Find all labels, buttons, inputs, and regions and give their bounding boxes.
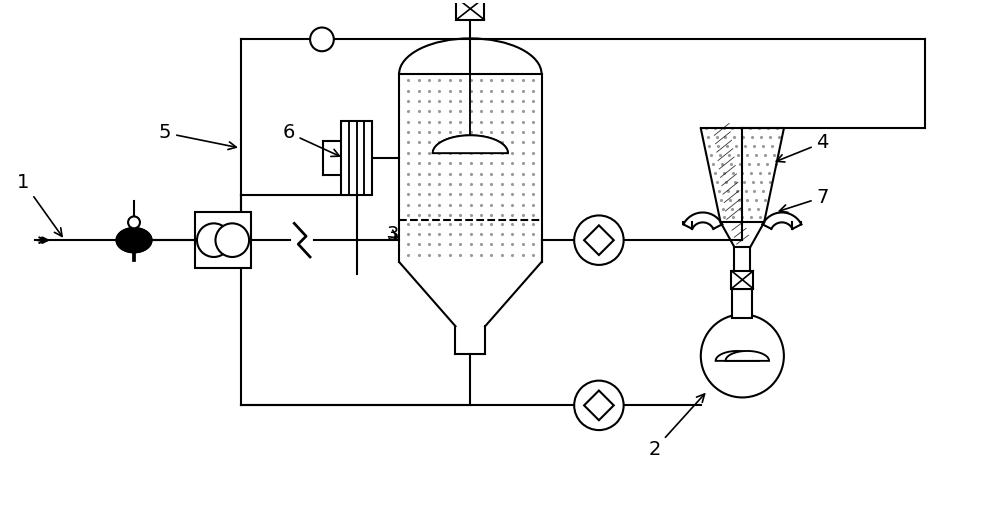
Bar xyxy=(341,121,372,195)
Text: 4: 4 xyxy=(776,133,829,162)
Bar xyxy=(195,212,251,268)
Text: 1: 1 xyxy=(17,173,62,237)
Circle shape xyxy=(574,380,624,430)
Text: 3: 3 xyxy=(386,225,399,244)
Circle shape xyxy=(310,28,334,51)
Polygon shape xyxy=(116,228,152,240)
Text: 6: 6 xyxy=(282,123,339,157)
Bar xyxy=(731,271,753,289)
Text: 5: 5 xyxy=(159,123,236,150)
Polygon shape xyxy=(116,240,152,252)
Polygon shape xyxy=(584,225,614,255)
Polygon shape xyxy=(433,135,508,153)
Bar xyxy=(456,0,484,19)
Polygon shape xyxy=(584,391,614,420)
Circle shape xyxy=(128,217,140,228)
Circle shape xyxy=(215,223,249,257)
Bar xyxy=(732,289,752,318)
Polygon shape xyxy=(701,129,784,222)
Polygon shape xyxy=(716,351,759,361)
Polygon shape xyxy=(116,228,152,240)
Circle shape xyxy=(701,314,784,397)
Circle shape xyxy=(197,223,231,257)
Text: 7: 7 xyxy=(779,187,829,212)
Polygon shape xyxy=(116,240,152,252)
Polygon shape xyxy=(721,222,764,247)
Polygon shape xyxy=(726,351,769,361)
Text: 2: 2 xyxy=(648,394,705,459)
Circle shape xyxy=(574,216,624,265)
Polygon shape xyxy=(433,135,508,153)
